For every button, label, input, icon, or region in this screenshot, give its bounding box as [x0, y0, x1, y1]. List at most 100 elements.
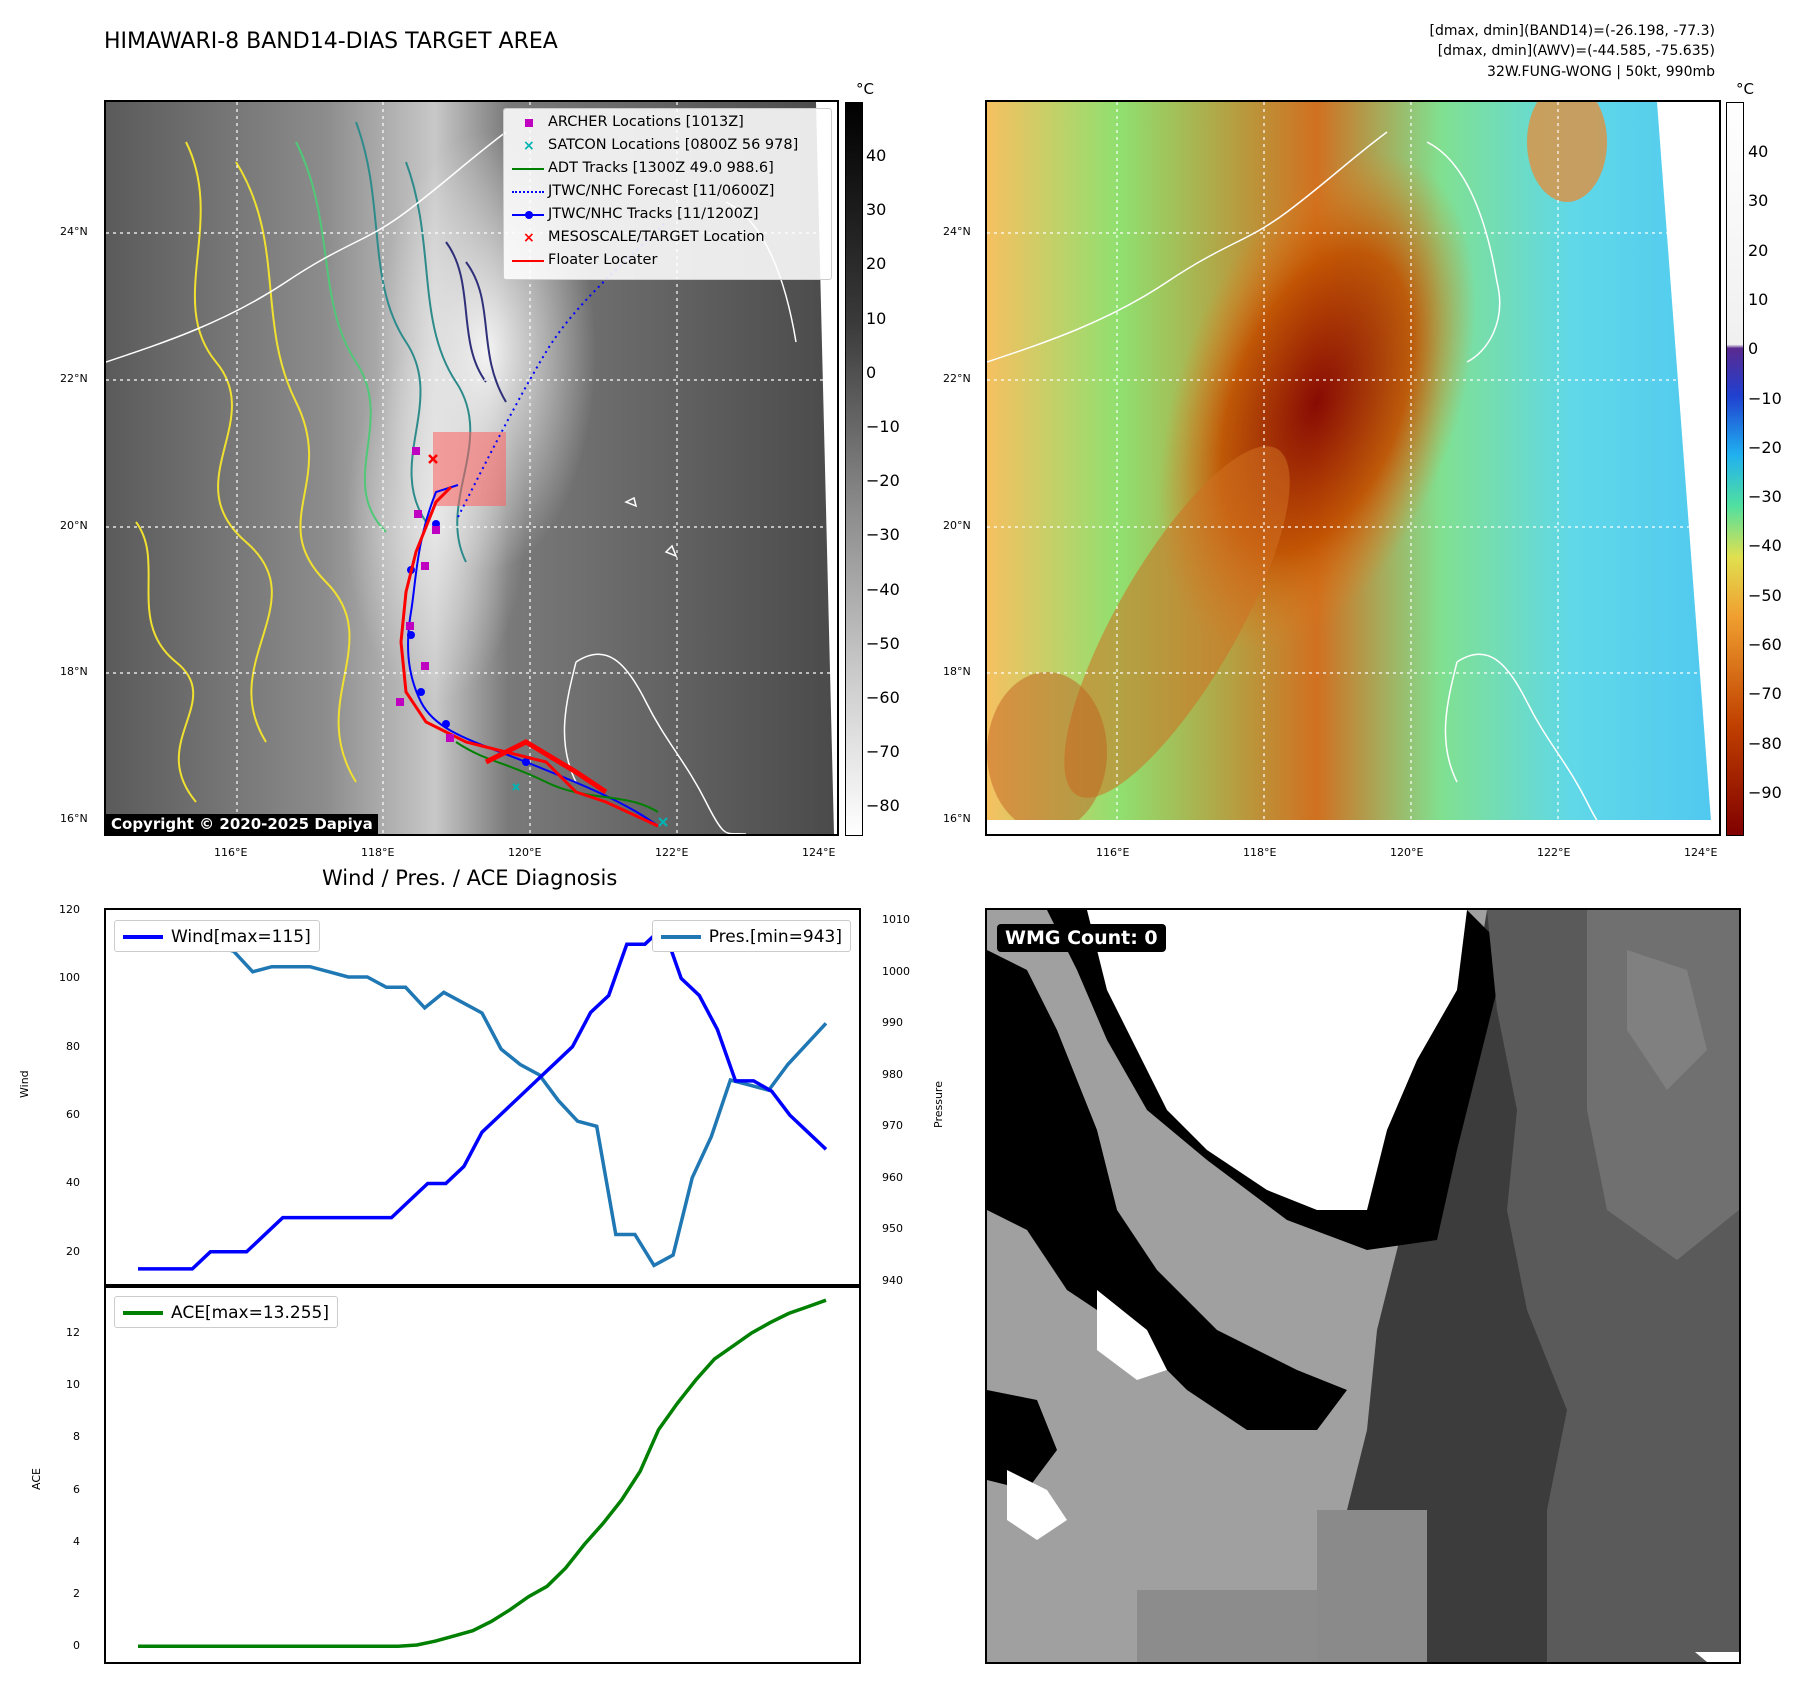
pressure-tick-label: 970	[882, 1119, 903, 1133]
wmg-panel: WMG Count: 0	[985, 908, 1741, 1664]
lat-label: 20°N	[943, 519, 971, 532]
pressure-axis-title: Pressure	[932, 1081, 945, 1128]
square-marker-icon	[508, 111, 548, 134]
pressure-tick-label: 1000	[882, 964, 910, 978]
lat-label: 16°N	[60, 812, 88, 825]
lon-label: 118°E	[1243, 846, 1277, 859]
x-marker-icon: ×	[523, 230, 535, 246]
colorbar-tick-label: −70	[1748, 684, 1782, 704]
colorbar-tick-label: −50	[866, 633, 900, 653]
wind-pres-panel: Wind[max=115] Pres.[min=943]	[104, 908, 861, 1288]
legend-item-forecast: JTWC/NHC Forecast [11/0600Z]	[508, 180, 827, 203]
pressure-series-line	[137, 929, 828, 1268]
colorbar-tick-label: 30	[866, 200, 887, 220]
colorbar-tick-label: −10	[1748, 388, 1782, 408]
line-dot-icon	[508, 203, 548, 226]
lat-label: 24°N	[943, 225, 971, 238]
colorbar-tick-label: −40	[866, 579, 900, 599]
ace-tick-label: 12	[66, 1326, 80, 1339]
ace-tick-label: 0	[73, 1639, 80, 1653]
pressure-tick-label: 940	[882, 1273, 903, 1287]
colorbar-tick-label: −30	[1748, 487, 1782, 507]
line-icon	[508, 249, 548, 272]
colorbar-tick-label: −80	[1748, 733, 1782, 753]
legend-item-adt: ADT Tracks [1300Z 49.0 988.6]	[508, 157, 827, 180]
colorbar-tick-label: 0	[1748, 339, 1759, 359]
wind-line-icon	[123, 935, 163, 939]
info-storm: 32W.FUNG-WONG | 50kt, 990mb	[1487, 64, 1715, 80]
lon-label: 116°E	[214, 846, 248, 859]
lat-label: 20°N	[60, 519, 88, 532]
colorbar-unit: °C	[856, 80, 874, 98]
lon-label: 122°E	[1537, 846, 1571, 859]
ace-panel: ACE[max=13.255]	[104, 1284, 861, 1664]
colorbar-tick-label: 40	[866, 146, 887, 165]
legend-item-satcon: × SATCON Locations [0800Z 56 978]	[508, 134, 827, 157]
wind-tick-label: 40	[66, 1176, 80, 1190]
legend-item-floater: Floater Locater	[508, 249, 827, 272]
lat-label: 18°N	[943, 665, 971, 678]
ace-tick-label: 10	[66, 1378, 80, 1392]
ace-line-icon	[123, 1311, 163, 1315]
dotted-line-icon	[508, 180, 548, 203]
colorbar-tick-label: 40	[1748, 142, 1769, 161]
lon-label: 124°E	[802, 846, 836, 859]
wind-series-line	[138, 923, 828, 1271]
ace-series-line	[138, 1298, 827, 1649]
pressure-tick-label: 950	[882, 1222, 903, 1236]
pressure-tick-label: 960	[882, 1170, 903, 1184]
ace-plot	[138, 1298, 827, 1649]
colorbar-tick-label: 10	[866, 308, 887, 328]
colorbar-tick-label: −70	[866, 742, 900, 762]
colorbar-tick-label: −10	[866, 417, 900, 436]
wind-tick-label: 80	[66, 1039, 80, 1053]
legend-item-archer: ARCHER Locations [1013Z]	[508, 111, 827, 134]
lat-label: 24°N	[60, 225, 88, 238]
info-awv: [dmax, dmin](AWV)=(-44.585, -75.635)	[1437, 43, 1715, 59]
colorbar-tick-label: −50	[1748, 585, 1782, 605]
copyright-label: Copyright © 2020-2025 Dapiya	[106, 814, 378, 834]
ace-tick-label: 4	[73, 1534, 80, 1548]
colorbar-tick-label: −40	[1748, 536, 1782, 556]
pres-line-icon	[660, 935, 701, 939]
ace-tick-label: 2	[73, 1587, 80, 1601]
wind-tick-label: 60	[66, 1108, 80, 1122]
awv-map-graphic	[987, 102, 1719, 834]
ace-tick-label: 8	[73, 1430, 80, 1444]
colorbar-tick-label: −30	[866, 525, 900, 545]
legend-item-mesoscale: × MESOSCALE/TARGET Location	[508, 226, 827, 249]
ir-map-panel: Copyright © 2020-2025 Dapiya ARCHER Loca…	[104, 100, 839, 836]
colorbar-tick-label: −90	[1748, 782, 1782, 802]
info-band14: [dmax, dmin](BAND14)=(-26.198, -77.3)	[1429, 23, 1716, 39]
colorbar-awv	[1726, 102, 1744, 836]
pressure-tick-label: 1010	[882, 913, 910, 927]
pressure-tick-label: 990	[882, 1016, 903, 1030]
ace-legend: ACE[max=13.255]	[114, 1296, 338, 1328]
x-marker-icon: ×	[523, 138, 535, 154]
wind-legend: Wind[max=115]	[114, 920, 320, 952]
lon-label: 120°E	[1390, 846, 1424, 859]
colorbar-unit: °C	[1736, 80, 1754, 98]
colorbar-tick-label: 30	[1748, 191, 1769, 211]
pres-legend: Pres.[min=943]	[651, 920, 851, 952]
colorbar-gray	[845, 102, 863, 836]
pressure-tick-label: 980	[882, 1067, 903, 1081]
lat-label: 16°N	[943, 812, 971, 825]
wmg-count-label: WMG Count: 0	[997, 924, 1166, 952]
lon-label: 116°E	[1096, 846, 1130, 859]
ace-axis-title: ACE	[30, 1468, 43, 1490]
colorbar-tick-label: 20	[866, 254, 887, 274]
lon-label: 124°E	[1684, 846, 1718, 859]
wind-tick-label: 120	[59, 903, 80, 916]
lon-label: 120°E	[508, 846, 542, 859]
wmg-graphic	[987, 910, 1739, 1662]
wind-tick-label: 100	[59, 971, 80, 985]
lon-label: 118°E	[361, 846, 395, 859]
ace-tick-label: 6	[73, 1482, 80, 1496]
lon-label: 122°E	[655, 846, 689, 859]
wind-pres-plot	[137, 923, 828, 1271]
colorbar-tick-label: −20	[1748, 437, 1782, 457]
legend-item-jtwc-tracks: JTWC/NHC Tracks [11/1200Z]	[508, 203, 827, 226]
wind-axis-title: Wind	[18, 1070, 31, 1098]
lat-label: 18°N	[60, 665, 88, 678]
